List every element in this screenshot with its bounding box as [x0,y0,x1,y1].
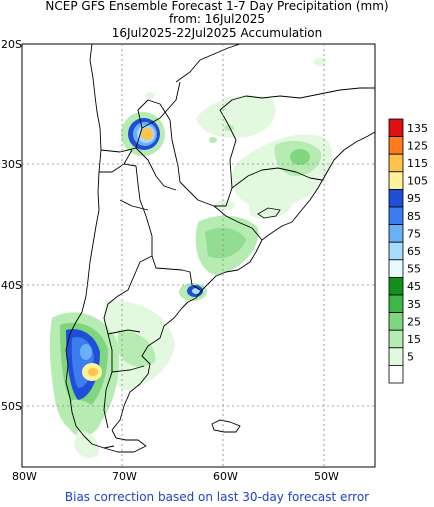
legend-swatch [388,136,404,155]
legend-swatch [388,294,404,314]
precipitation-map: 20S 30S 40S 50S 80W 70W 60W 50W 135 125 11… [1,38,428,483]
color-legend: 135 125 115 105 95 85 75 65 55 45 35 25 15 5 [388,118,428,384]
legend-swatch [388,347,404,366]
legend-swatch [388,259,404,278]
graticule [22,44,375,467]
lon-label-80w: 80W [12,470,37,483]
legend-swatch [388,153,404,173]
legend-label: 25 [407,315,421,328]
legend-swatch [388,118,404,138]
legend-swatch [388,241,404,261]
lat-label-40s: 40S [1,279,22,292]
legend-swatch [388,329,404,349]
legend-label: 115 [407,157,428,170]
legend-swatch [388,224,404,243]
lat-label-20s: 20S [1,38,22,51]
country-borders [65,44,375,453]
legend-swatch [388,364,404,384]
lon-label-60w: 60W [213,470,238,483]
legend-swatch [388,312,404,331]
legend-label: 15 [407,333,421,346]
lon-label-70w: 70W [112,470,137,483]
forecast-start-date: from: 16Jul2025 [168,12,266,26]
lon-label-50w: 50W [314,470,339,483]
legend-swatch [388,276,404,296]
accumulation-period: 16Jul2025-22Jul2025 Accumulation [111,26,323,40]
bias-correction-note: Bias correction based on last 30-day for… [64,490,370,504]
lat-label-30s: 30S [1,158,22,171]
legend-label: 105 [407,175,428,188]
falkland-islands [211,419,241,433]
legend-label: 135 [407,122,428,135]
legend-label: 35 [407,298,421,311]
legend-label: 125 [407,139,428,152]
legend-label: 75 [407,227,421,240]
lat-label-50s: 50S [1,400,22,413]
legend-label: 55 [407,263,421,276]
legend-label: 45 [407,280,421,293]
legend-label: 5 [407,351,414,364]
map-title: NCEP GFS Ensemble Forecast 1-7 Day Preci… [45,0,389,13]
legend-label: 85 [407,210,421,223]
legend-label: 65 [407,245,421,258]
legend-label: 95 [407,192,421,205]
legend-swatch [388,171,404,190]
lagoon-outline [257,207,281,219]
legend-swatch [388,206,404,226]
precipitation-fields [49,58,333,458]
legend-swatch [388,188,404,208]
